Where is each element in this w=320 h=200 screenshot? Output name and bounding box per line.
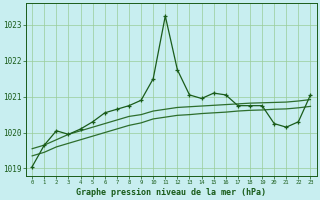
X-axis label: Graphe pression niveau de la mer (hPa): Graphe pression niveau de la mer (hPa) xyxy=(76,188,266,197)
